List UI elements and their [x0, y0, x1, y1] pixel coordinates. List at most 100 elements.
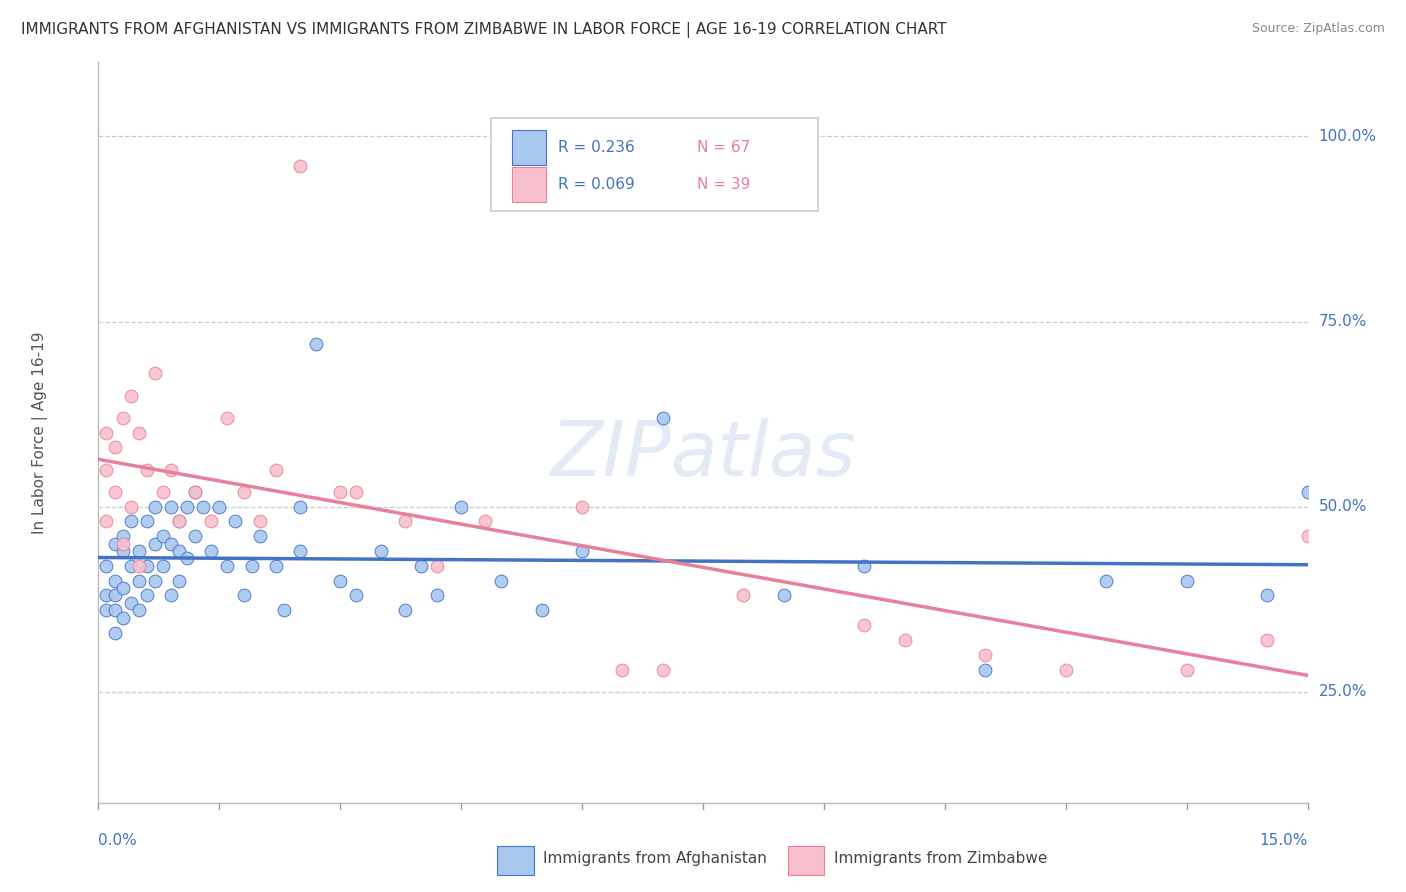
Point [176, 500, 198, 514]
Point [111, 529, 134, 543]
Point [288, 500, 311, 514]
Point [167, 515, 190, 529]
Text: 25.0%: 25.0% [1319, 684, 1367, 699]
Point [1296, 529, 1319, 543]
Text: Source: ZipAtlas.com: Source: ZipAtlas.com [1251, 22, 1385, 36]
Point [853, 618, 876, 632]
Point [111, 410, 134, 425]
Point [288, 544, 311, 558]
Point [217, 558, 239, 573]
Point [344, 589, 367, 603]
Point [232, 589, 254, 603]
Text: In Labor Force | Age 16-19: In Labor Force | Age 16-19 [32, 331, 48, 534]
Point [103, 625, 125, 640]
Point [128, 544, 150, 558]
Point [152, 529, 174, 543]
Point [974, 648, 997, 662]
Point [120, 515, 142, 529]
Point [426, 589, 449, 603]
Point [224, 515, 246, 529]
Point [249, 515, 271, 529]
Point [409, 558, 432, 573]
Point [394, 603, 416, 617]
Point [111, 611, 134, 625]
Point [160, 500, 183, 514]
Point [128, 425, 150, 440]
Point [1095, 574, 1118, 588]
Point [217, 410, 239, 425]
Point [96, 603, 118, 617]
Point [1296, 484, 1319, 499]
Point [305, 336, 328, 351]
Point [167, 544, 190, 558]
Point [329, 574, 352, 588]
Point [176, 551, 198, 566]
Point [96, 589, 118, 603]
Point [974, 663, 997, 677]
Point [167, 574, 190, 588]
Point [135, 589, 157, 603]
Text: ZIPatlas: ZIPatlas [550, 417, 856, 491]
Point [96, 462, 118, 476]
Point [167, 515, 190, 529]
Point [474, 515, 496, 529]
Point [893, 632, 915, 647]
Point [193, 500, 215, 514]
Text: R = 0.236: R = 0.236 [558, 140, 634, 155]
Point [143, 574, 166, 588]
Point [103, 574, 125, 588]
Point [135, 515, 157, 529]
Point [103, 484, 125, 499]
Point [111, 536, 134, 550]
FancyBboxPatch shape [512, 130, 546, 165]
Point [120, 389, 142, 403]
Text: 15.0%: 15.0% [1260, 833, 1308, 848]
Point [152, 558, 174, 573]
Text: Immigrants from Zimbabwe: Immigrants from Zimbabwe [834, 851, 1047, 866]
Text: 100.0%: 100.0% [1319, 129, 1376, 144]
Point [152, 484, 174, 499]
Point [612, 663, 634, 677]
Point [143, 367, 166, 381]
Point [160, 589, 183, 603]
Point [344, 484, 367, 499]
Point [853, 558, 876, 573]
Point [143, 500, 166, 514]
Point [273, 603, 295, 617]
Point [96, 558, 118, 573]
FancyBboxPatch shape [512, 167, 546, 202]
Point [135, 558, 157, 573]
Text: 0.0%: 0.0% [98, 833, 138, 848]
Point [571, 544, 593, 558]
Point [1256, 632, 1278, 647]
Text: N = 39: N = 39 [697, 178, 751, 192]
Point [128, 574, 150, 588]
Point [733, 589, 755, 603]
Point [1256, 589, 1278, 603]
Point [184, 529, 207, 543]
Point [96, 515, 118, 529]
Point [249, 529, 271, 543]
Point [128, 603, 150, 617]
Point [160, 462, 183, 476]
Point [491, 574, 513, 588]
Point [370, 544, 392, 558]
Point [264, 558, 287, 573]
Point [394, 515, 416, 529]
Point [772, 589, 794, 603]
Point [571, 500, 593, 514]
Text: N = 67: N = 67 [697, 140, 751, 155]
FancyBboxPatch shape [492, 118, 818, 211]
Point [103, 536, 125, 550]
Point [143, 536, 166, 550]
Point [96, 425, 118, 440]
Text: 75.0%: 75.0% [1319, 314, 1367, 329]
Point [264, 462, 287, 476]
Point [240, 558, 263, 573]
Point [103, 441, 125, 455]
Text: Immigrants from Afghanistan: Immigrants from Afghanistan [543, 851, 768, 866]
Point [200, 515, 222, 529]
Point [651, 410, 673, 425]
Point [329, 484, 352, 499]
FancyBboxPatch shape [787, 847, 824, 875]
